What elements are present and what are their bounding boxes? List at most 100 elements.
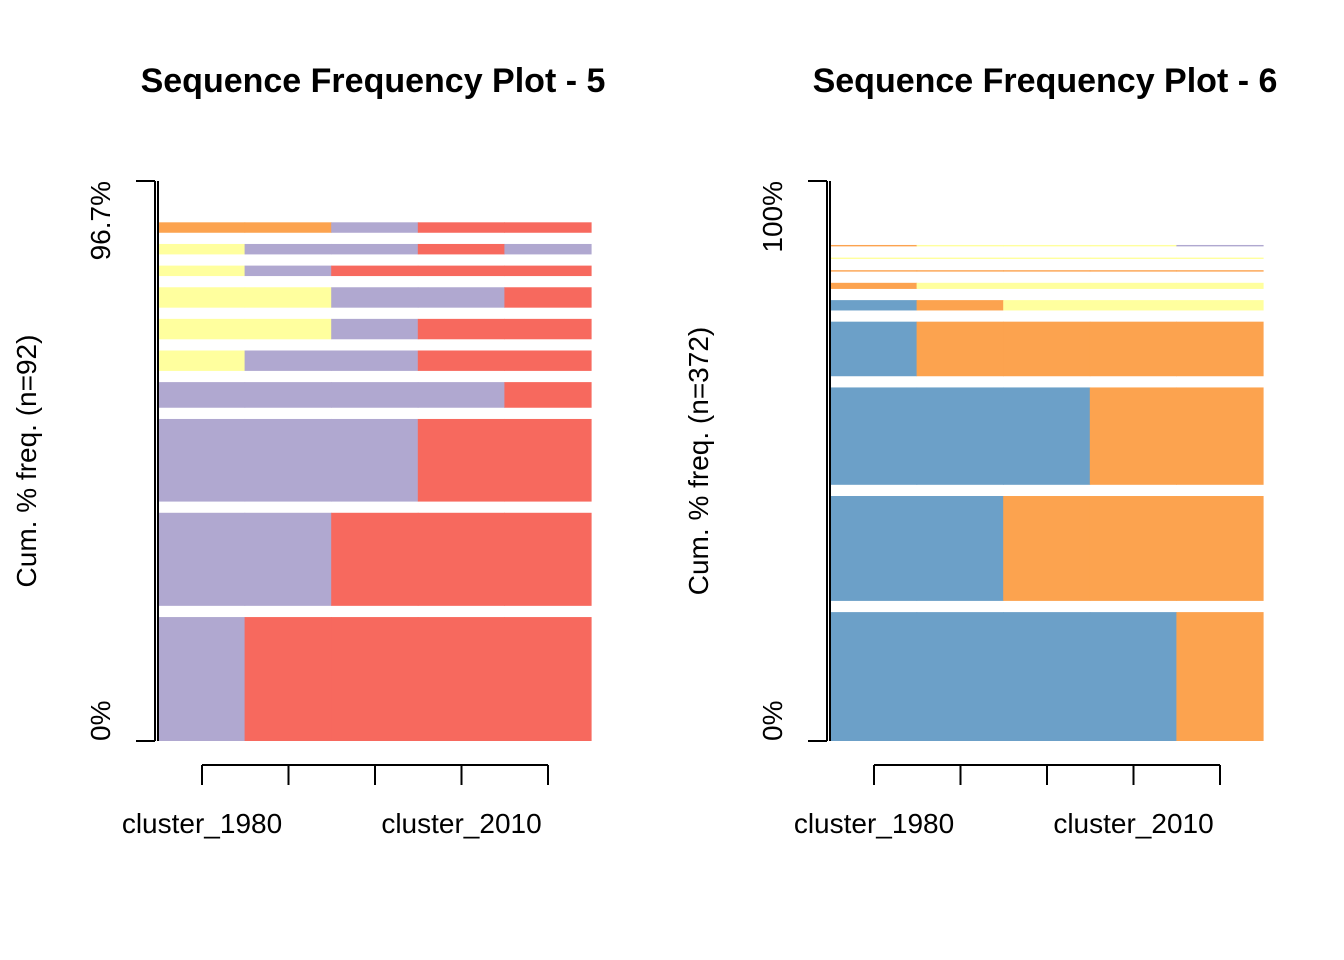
sequence-bar-segment <box>830 387 918 485</box>
x-tick-label: cluster_1980 <box>794 808 954 839</box>
sequence-bar-segment <box>417 418 505 502</box>
sequence-bar-segment <box>417 265 505 277</box>
sequence-bar-segment <box>158 265 246 277</box>
sequence-bar-segment <box>830 300 918 311</box>
sequence-row <box>158 222 592 233</box>
sequence-row <box>830 496 1264 601</box>
sequence-bar-segment <box>1089 387 1177 485</box>
sequence-bar-segment <box>417 222 505 233</box>
sequence-bar-segment <box>1003 282 1091 289</box>
sequence-bar-segment <box>1089 612 1177 741</box>
sequence-bar-segment <box>916 321 1004 377</box>
sequence-row <box>158 287 592 308</box>
sequence-bar-segment <box>244 318 332 340</box>
y-axis-label: Cum. % freq. (n=92) <box>11 335 42 588</box>
sequence-bar-segment <box>417 512 505 606</box>
x-tick-label: cluster_1980 <box>122 808 282 839</box>
sequence-bar-segment <box>1003 270 1091 272</box>
y-tick-label: 0% <box>85 701 116 741</box>
sequence-row <box>158 243 592 255</box>
sequence-bar-segment <box>504 287 592 308</box>
sequence-bar-segment <box>1089 321 1177 377</box>
sequence-bar-segment <box>417 382 505 408</box>
chart-panel-1: Sequence Frequency Plot - 5 0% 96.7% Cum. %… <box>11 62 605 839</box>
sequence-row <box>158 382 592 408</box>
chart-panel-2: Sequence Frequency Plot - 6 0% 100% Cum. % … <box>683 62 1277 839</box>
sequence-row <box>830 387 1264 485</box>
sequence-row <box>158 318 592 340</box>
sequence-bar-segment <box>1176 282 1264 289</box>
sequence-row <box>158 512 592 606</box>
y-tick-label: 0% <box>757 701 788 741</box>
sequence-bar-segment <box>1003 387 1091 485</box>
sequence-bar-segment <box>1003 496 1091 601</box>
sequence-bar-segment <box>1089 244 1177 247</box>
sequence-bar-segment <box>504 418 592 502</box>
sequence-bar-segment <box>504 350 592 371</box>
sequence-bar-segment <box>830 244 918 247</box>
sequence-bar-segment <box>830 321 918 377</box>
x-tick-label: cluster_2010 <box>381 808 541 839</box>
sequence-bar-segment <box>916 300 1004 311</box>
sequence-bar-segment <box>244 243 332 255</box>
sequence-row <box>830 612 1264 741</box>
sequence-bar-segment <box>331 350 419 371</box>
x-tick-label: cluster_2010 <box>1053 808 1213 839</box>
sequence-bar-segment <box>504 512 592 606</box>
sequence-bar-segment <box>830 257 918 259</box>
sequence-bar-segment <box>830 270 918 272</box>
sequence-bar-segment <box>1089 282 1177 289</box>
sequence-bar-segment <box>244 265 332 277</box>
y-axis-label: Cum. % freq. (n=372) <box>683 327 714 595</box>
sequence-bar-segment <box>417 243 505 255</box>
sequence-bar-segment <box>1089 257 1177 259</box>
sequence-bar-segment <box>244 350 332 371</box>
sequence-bar-segment <box>158 243 246 255</box>
sequence-bar-segment <box>331 418 419 502</box>
sequence-bar-segment <box>417 318 505 340</box>
sequence-bar-segment <box>158 222 246 233</box>
sequence-bar-segment <box>331 243 419 255</box>
sequence-bar-segment <box>1089 270 1177 272</box>
y-tick-label: 96.7% <box>85 181 116 260</box>
sequence-bar-segment <box>331 617 419 741</box>
sequence-row <box>830 257 1264 259</box>
sequence-bar-segment <box>244 222 332 233</box>
sequence-bar-segment <box>158 350 246 371</box>
sequence-bar-segment <box>331 265 419 277</box>
sequence-bar-segment <box>916 270 1004 272</box>
sequence-bar-segment <box>244 617 332 741</box>
sequence-bar-segment <box>1003 612 1091 741</box>
sequence-row <box>158 350 592 371</box>
sequence-bar-segment <box>1176 321 1264 377</box>
sequence-bar-segment <box>158 318 246 340</box>
sequence-bar-segment <box>158 617 246 741</box>
sequence-bar-segment <box>1176 387 1264 485</box>
sequence-bar-segment <box>504 265 592 277</box>
sequence-bar-segment <box>1003 321 1091 377</box>
sequence-bar-segment <box>1176 270 1264 272</box>
sequence-bar-segment <box>417 617 505 741</box>
sequence-bar-segment <box>830 282 918 289</box>
sequence-bar-segment <box>158 512 246 606</box>
sequence-bar-segment <box>916 282 1004 289</box>
sequence-row <box>158 418 592 502</box>
sequence-bar-segment <box>244 418 332 502</box>
sequence-row <box>830 244 1264 247</box>
sequence-bar-segment <box>331 318 419 340</box>
sequence-bar-segment <box>1089 496 1177 601</box>
sequence-bar-segment <box>1176 300 1264 311</box>
sequence-row <box>830 270 1264 272</box>
sequence-bar-segment <box>1176 496 1264 601</box>
sequence-row <box>158 617 592 741</box>
sequence-bar-segment <box>331 382 419 408</box>
sequence-bar-segment <box>1176 257 1264 259</box>
sequence-bar-segment <box>1176 612 1264 741</box>
sequence-row <box>158 265 592 277</box>
sequence-bar-segment <box>916 612 1004 741</box>
sequence-bar-segment <box>916 496 1004 601</box>
sequence-bar-segment <box>1089 300 1177 311</box>
sequence-row <box>830 321 1264 377</box>
sequence-bar-segment <box>504 318 592 340</box>
sequence-bar-segment <box>417 350 505 371</box>
